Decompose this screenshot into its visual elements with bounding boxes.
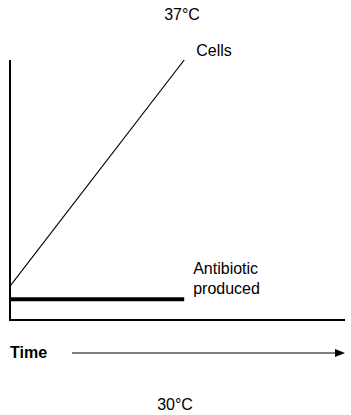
y-axis — [9, 60, 11, 320]
x-arrow-shaft — [72, 352, 338, 353]
series-label: Cells — [196, 42, 232, 59]
series-line — [10, 60, 184, 286]
plot-area — [10, 60, 184, 299]
series-line — [10, 297, 184, 301]
title: 37°C — [164, 6, 200, 23]
chart: 37°C Cells Antibioticproduced Time 30°C — [0, 0, 351, 415]
annotation: 30°C — [157, 396, 193, 413]
series-label: Antibioticproduced — [193, 260, 260, 297]
x-axis — [9, 319, 345, 321]
x-label: Time — [10, 344, 47, 361]
x-arrow-head — [335, 349, 345, 357]
